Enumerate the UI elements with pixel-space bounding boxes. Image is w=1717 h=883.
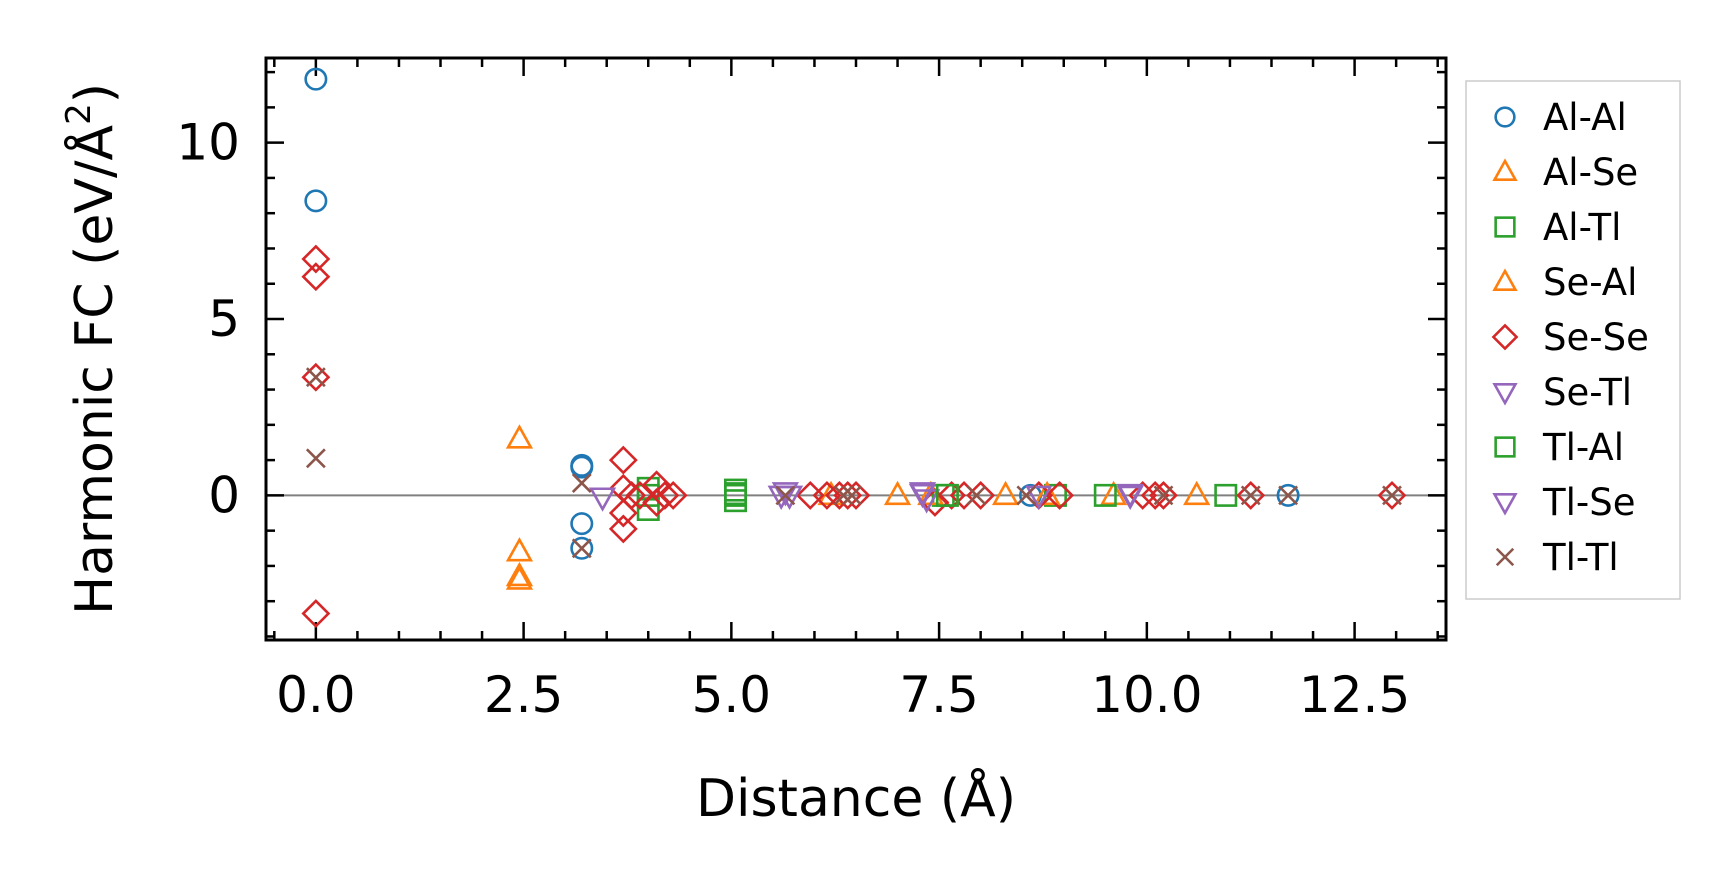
legend-label-al-se: Al-Se <box>1543 151 1638 194</box>
point-se-se <box>650 480 680 510</box>
point-al-se <box>1099 480 1128 506</box>
plot-frame <box>264 56 1448 642</box>
point-se-se <box>301 599 331 628</box>
point-se-se <box>1128 480 1158 510</box>
y-axis-title-main: Harmonic FC (eV/Å <box>63 124 125 615</box>
point-al-al <box>304 189 328 213</box>
legend-marker-al-al <box>1494 106 1516 128</box>
point-tl-se <box>1025 485 1053 511</box>
x-tick-label: 0.0 <box>276 666 356 724</box>
legend-marker-tl-al <box>1494 436 1516 458</box>
x-tick-label: 5.0 <box>692 666 772 724</box>
point-se-tl <box>588 487 617 512</box>
legend-marker-se-tl <box>1492 382 1518 406</box>
point-al-al <box>570 455 594 479</box>
point-tl-tl <box>1016 485 1037 506</box>
point-se-se <box>608 514 638 544</box>
point-tl-tl <box>1153 485 1174 506</box>
point-se-se <box>301 262 331 292</box>
point-al-se <box>883 480 912 506</box>
point-se-se <box>1140 480 1170 510</box>
legend-label-al-al: Al-Al <box>1543 96 1627 139</box>
point-tl-tl <box>571 473 592 493</box>
y-tick-label: 10 <box>176 114 240 172</box>
point-tl-tl <box>966 485 987 506</box>
point-se-tl <box>771 482 799 507</box>
point-se-se <box>937 480 967 510</box>
point-tl-tl <box>1382 485 1402 506</box>
legend-marker-al-tl <box>1494 216 1516 238</box>
point-tl-tl <box>1278 485 1299 506</box>
point-al-se <box>1183 480 1211 506</box>
point-se-se <box>617 480 647 510</box>
point-tl-al <box>935 483 959 507</box>
point-al-tl <box>1214 483 1238 507</box>
data-points <box>301 67 1407 628</box>
point-al-al <box>570 536 594 560</box>
point-se-se <box>625 480 655 510</box>
x-tick-labels: 0.0 2.5 5.0 7.5 10.0 12.5 <box>276 666 1410 724</box>
point-se-se <box>642 487 672 517</box>
legend-marker-tl-se <box>1492 492 1518 516</box>
legend-label-tl-se: Tl-Se <box>1542 481 1635 524</box>
legend-marker-tl-tl <box>1495 547 1515 567</box>
point-se-se <box>608 498 638 528</box>
point-tl-tl <box>841 485 862 506</box>
legend-marker-se-se <box>1491 323 1519 351</box>
point-tl-tl <box>305 448 326 469</box>
point-se-se <box>1236 480 1266 510</box>
y-tick-labels: 0 5 10 <box>176 114 240 525</box>
point-tl-tl <box>775 485 796 506</box>
y-tick-label: 0 <box>208 466 240 524</box>
axis-ticks <box>266 58 1446 640</box>
legend-marker-al-se <box>1492 158 1518 181</box>
y-tick-label: 5 <box>208 290 240 348</box>
point-se-se <box>658 480 688 510</box>
x-tick-label: 12.5 <box>1299 666 1410 724</box>
y-axis-title-close: ) <box>65 83 125 103</box>
legend-label-tl-tl: Tl-Tl <box>1542 536 1619 579</box>
point-al-al <box>304 67 328 91</box>
legend-marker-se-al <box>1492 268 1518 292</box>
point-al-tl <box>1093 483 1117 507</box>
x-axis-title: Distance (Å) <box>696 767 1016 829</box>
point-se-se <box>812 480 842 510</box>
point-al-se <box>505 424 534 449</box>
legend-label-tl-al: Tl-Al <box>1542 426 1624 469</box>
point-se-se <box>301 244 331 274</box>
point-tl-se <box>908 482 937 507</box>
x-tick-label: 7.5 <box>899 666 979 724</box>
x-tick-label: 2.5 <box>484 666 564 724</box>
point-al-se <box>991 480 1020 506</box>
point-se-se <box>608 445 638 475</box>
point-al-se <box>505 565 534 590</box>
y-axis-title-superscript: 2 <box>59 103 99 125</box>
x-tick-label: 10.0 <box>1091 666 1202 724</box>
point-tl-al <box>724 482 748 506</box>
point-tl-se <box>1116 485 1144 511</box>
point-se-al <box>1033 480 1061 506</box>
point-al-al <box>1276 483 1300 507</box>
legend-label-se-al: Se-Al <box>1543 261 1637 304</box>
legend: Al-Al Al-Se Al-Tl Se-Al Se-Se Se-Tl Tl-Al Tl-Se… <box>1465 80 1681 600</box>
point-al-tl <box>636 497 660 521</box>
point-se-se <box>1149 480 1178 510</box>
point-tl-tl <box>1240 485 1261 506</box>
legend-label-al-tl: Al-Tl <box>1543 206 1621 249</box>
point-se-se <box>1045 480 1075 510</box>
point-tl-tl <box>833 485 854 506</box>
y-axis-title: Harmonic FC (eV/Å2) <box>59 83 125 615</box>
point-al-al <box>570 512 594 536</box>
point-tl-tl <box>305 367 326 388</box>
point-se-se <box>301 362 331 392</box>
legend-label-se-tl: Se-Tl <box>1543 371 1632 414</box>
point-tl-tl <box>571 538 592 559</box>
point-al-se <box>505 537 534 562</box>
point-se-se <box>1377 480 1407 510</box>
point-al-se <box>505 561 534 587</box>
point-se-se <box>642 470 672 500</box>
legend-label-se-se: Se-Se <box>1543 316 1649 359</box>
